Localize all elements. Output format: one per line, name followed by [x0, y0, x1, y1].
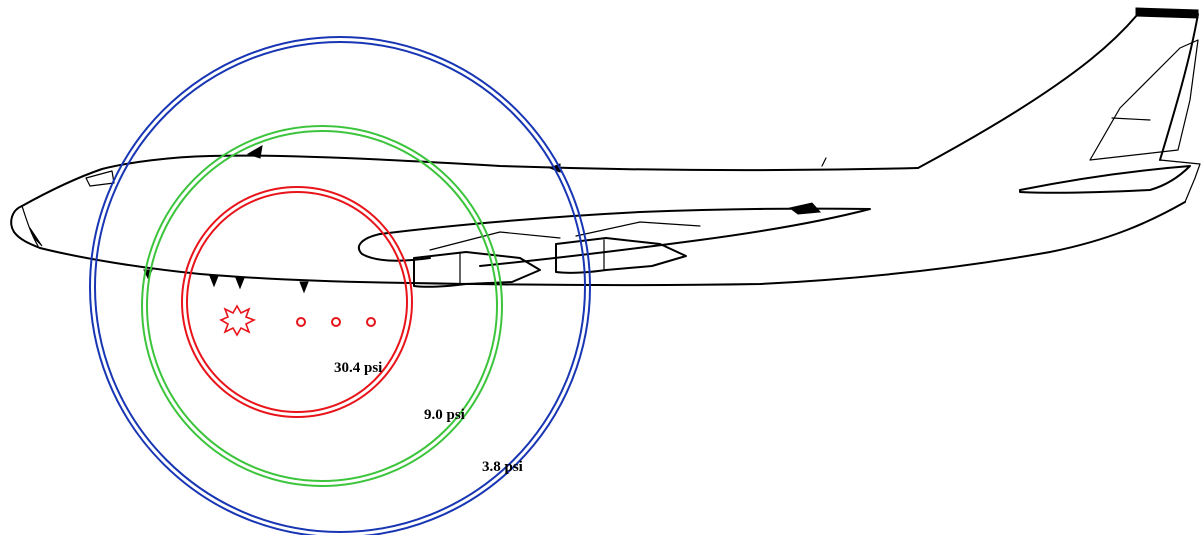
aircraft-outline [10, 7, 1201, 294]
window-circle-icon [296, 317, 306, 327]
ring-30-4-inner [186, 191, 408, 413]
engine-inner [413, 251, 541, 288]
vertical-tail [917, 13, 1199, 169]
ring-3-8-outer [89, 36, 591, 535]
cockpit-window [85, 170, 115, 187]
ring-9-0-inner [146, 130, 498, 482]
window-circle-icon [366, 317, 376, 327]
ring-9-0-outer [141, 125, 503, 487]
wing-flap-fairing [788, 202, 822, 215]
ring-3-8-inner [94, 41, 586, 533]
rudder-panel [1089, 39, 1199, 161]
ring-30-4-outer [181, 186, 413, 418]
nose-cone [10, 205, 41, 249]
fuselage-bottom [39, 201, 1186, 287]
ring-30-4-psi [181, 186, 413, 418]
wing [379, 207, 871, 267]
tail-cone [1159, 159, 1201, 203]
rudder-hinge [1111, 117, 1151, 121]
fairing-2 [235, 277, 245, 290]
engine-outer-pylon [575, 221, 701, 237]
engine-inner-pylon [429, 231, 561, 251]
antenna-top [821, 157, 827, 167]
label-3-8-psi: 3.8 psi [482, 459, 523, 475]
nose-line [21, 205, 39, 247]
horizontal-stabilizer [1019, 165, 1191, 194]
fairing-3 [299, 281, 309, 294]
ring-9-0-psi [141, 125, 503, 487]
engine-outer [555, 237, 687, 274]
fairing-1 [209, 275, 219, 288]
belly-antenna-1 [246, 145, 263, 159]
wing-root [357, 233, 431, 262]
label-30-4-psi: 30.4 psi [334, 360, 382, 376]
label-9-0-psi: 9.0 psi [424, 407, 465, 423]
fuselage-top [21, 154, 919, 207]
tail-tip [1135, 7, 1199, 19]
nose-gear-door [29, 227, 43, 247]
explosion-icon [219, 304, 256, 337]
window-circle-icon [331, 317, 341, 327]
ring-3-8-psi [89, 36, 591, 535]
